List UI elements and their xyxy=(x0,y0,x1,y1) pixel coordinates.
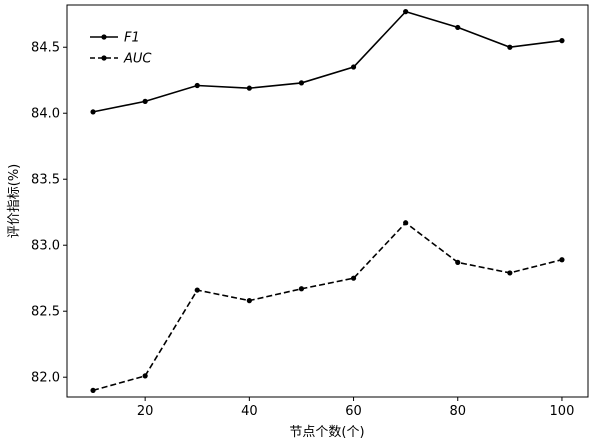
series-f1-point xyxy=(350,64,357,70)
y-tick-label: 82.0 xyxy=(31,371,60,386)
y-tick-label: 83.0 xyxy=(31,239,60,254)
y-axis: 82.0 82.5 83.0 83.5 84.0 84.5 xyxy=(31,41,67,386)
x-tick-label: 20 xyxy=(137,404,154,419)
series-auc-point xyxy=(350,275,357,281)
series-auc-point xyxy=(507,270,513,276)
series-auc-point xyxy=(403,220,409,226)
series-f1-point xyxy=(298,80,305,86)
series-auc-point xyxy=(559,257,565,263)
series-f1-point xyxy=(559,38,565,44)
series-auc-point xyxy=(298,286,305,292)
legend: F1 AUC xyxy=(90,31,152,67)
series-auc-line xyxy=(92,221,563,392)
series-f1-point xyxy=(142,98,148,104)
y-tick-label: 84.5 xyxy=(31,41,60,56)
series-auc-point xyxy=(194,287,200,293)
series-f1-point xyxy=(194,82,200,89)
y-tick-label: 82.5 xyxy=(31,305,60,320)
series-f1-point xyxy=(403,8,409,15)
series-auc-point xyxy=(142,373,148,379)
x-axis: 20 40 60 80 100 xyxy=(137,397,574,419)
series-f1-point xyxy=(90,109,96,115)
x-axis-label: 节点个数(个) xyxy=(289,425,364,440)
legend-f1-marker xyxy=(101,34,107,40)
y-tick-label: 84.0 xyxy=(31,107,60,122)
series-auc xyxy=(90,220,565,394)
legend-f1-label: F1 xyxy=(124,31,140,46)
x-tick-label: 100 xyxy=(550,404,575,419)
series-f1-point xyxy=(246,85,252,91)
y-tick-label: 83.5 xyxy=(31,173,60,188)
series-f1-point xyxy=(507,44,513,50)
legend-auc-marker xyxy=(101,55,107,61)
series-auc-point xyxy=(90,387,96,394)
series-f1-line xyxy=(92,10,563,113)
plot-frame xyxy=(66,4,589,398)
series-f1-point xyxy=(455,24,461,31)
series-layer xyxy=(90,8,565,394)
series-auc-point xyxy=(455,259,461,265)
x-tick-label: 60 xyxy=(345,404,362,419)
series-f1 xyxy=(90,8,565,115)
legend-auc-label: AUC xyxy=(123,52,152,67)
series-auc-point xyxy=(246,298,252,304)
x-tick-label: 80 xyxy=(449,404,466,419)
x-tick-label: 40 xyxy=(241,404,258,419)
y-axis-label: 评价指标(%) xyxy=(7,164,22,239)
